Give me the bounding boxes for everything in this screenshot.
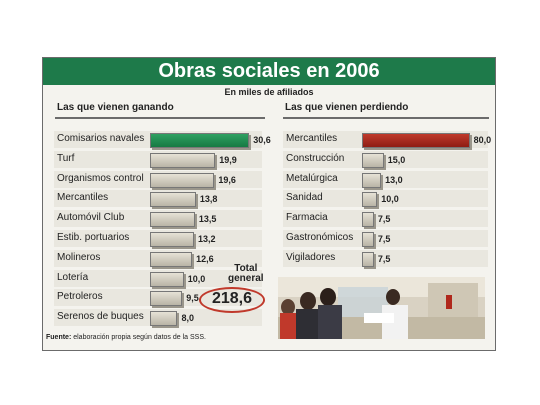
chart-title: Obras sociales en 2006 <box>43 58 495 85</box>
bar-category-label: Gastronómicos <box>286 232 354 243</box>
row-background <box>283 210 488 228</box>
bar <box>150 291 183 307</box>
row-background <box>283 190 488 208</box>
chart-subtitle: En miles de afiliados <box>224 87 314 97</box>
total-label: Total general <box>228 264 264 284</box>
bar-category-label: Metalúrgica <box>286 172 338 184</box>
bar <box>150 172 215 188</box>
bar-value-label: 7,5 <box>377 234 391 244</box>
bar <box>150 152 216 168</box>
bar <box>362 251 374 267</box>
right-section-header: Las que vienen perdiendo <box>285 102 409 113</box>
total-value: 218,6 <box>211 290 253 307</box>
bar-category-label: Sanidad <box>286 192 323 204</box>
bar-value-label: 80,0 <box>473 135 492 145</box>
bar-value-label: 19,6 <box>218 174 236 185</box>
bar <box>150 212 195 228</box>
bar <box>362 212 374 228</box>
bar <box>150 133 250 148</box>
bar <box>362 133 470 148</box>
bar <box>150 232 194 247</box>
bar-value-label: 8,0 <box>181 313 194 324</box>
bar-category-label: Petroleros <box>57 291 103 303</box>
bar-value-label: 7,5 <box>377 214 391 225</box>
row-background <box>283 170 488 188</box>
bar <box>362 152 384 168</box>
bar-value-label: 13,8 <box>199 194 218 205</box>
total-ellipse <box>199 287 265 313</box>
bar-value-label: 10,0 <box>381 194 399 205</box>
left-section-header: Las que vienen ganando <box>57 102 174 113</box>
bar <box>150 311 178 327</box>
bar-value-label: 19,9 <box>219 154 237 165</box>
footnote-text: elaboración propia según datos de la SSS… <box>71 334 206 341</box>
bar-category-label: Lotería <box>57 271 89 283</box>
bar <box>362 192 378 208</box>
bar-value-label: 9,5 <box>186 293 199 304</box>
bar-category-label: Estib. portuarios <box>57 232 130 243</box>
bar-value-label: 30,6 <box>253 135 271 145</box>
bar-category-label: Serenos de buques <box>57 311 144 323</box>
footnote-label: Fuente: <box>46 334 72 341</box>
bar-category-label: Mercantiles <box>286 133 338 144</box>
row-background <box>283 230 488 247</box>
bar-value-label: 7,5 <box>377 253 391 264</box>
row-background <box>283 249 488 267</box>
bar <box>150 271 184 287</box>
bar-category-label: Molineros <box>57 251 101 263</box>
bar-category-label: Automóvil Club <box>57 212 125 224</box>
bar <box>150 192 196 208</box>
bar-category-label: Organismos control <box>57 172 144 184</box>
source-footnote: Fuente: elaboración propia según datos d… <box>46 334 206 341</box>
right-header-line <box>283 117 489 119</box>
bar-value-label: 10,0 <box>187 273 206 284</box>
bar <box>362 232 374 247</box>
total-label-line-1: Total <box>234 263 258 274</box>
bar-category-label: Mercantiles <box>57 192 109 204</box>
bar-value-label: 13,2 <box>197 234 216 244</box>
bar-category-label: Construcción <box>286 152 345 164</box>
bar-category-label: Farmacia <box>286 212 328 224</box>
bar-category-label: Comisarios navales <box>57 133 145 144</box>
bar-category-label: Vigiladores <box>286 251 336 263</box>
bar-value-label: 15,0 <box>387 154 406 165</box>
bar-value-label: 12,6 <box>196 253 214 264</box>
total-label-line-2: general <box>228 273 264 284</box>
row-background <box>283 150 488 168</box>
bar-category-label: Turf <box>57 152 75 164</box>
bar <box>150 251 193 267</box>
bar <box>362 172 382 188</box>
bar-value-label: 13,0 <box>385 174 403 185</box>
bar-value-label: 13,5 <box>198 214 217 225</box>
left-header-line <box>55 117 265 119</box>
office-photo <box>278 277 485 339</box>
